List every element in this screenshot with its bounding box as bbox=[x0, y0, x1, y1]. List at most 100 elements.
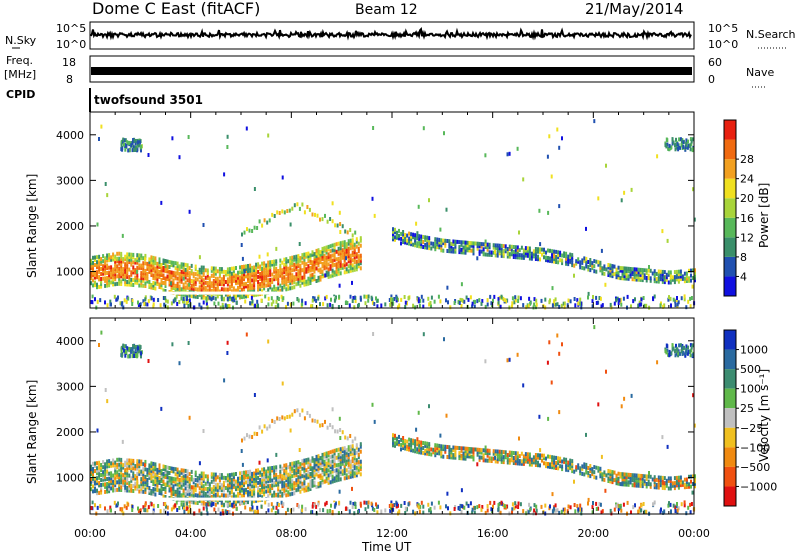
power-cell bbox=[311, 265, 314, 270]
power-cell bbox=[617, 301, 620, 306]
power-cell bbox=[118, 271, 121, 276]
velocity-cell bbox=[444, 449, 447, 454]
power-cell bbox=[251, 293, 254, 298]
velocity-cell bbox=[146, 480, 149, 485]
velocity-cell bbox=[206, 494, 209, 499]
velocity-cell bbox=[645, 484, 648, 489]
velocity-cell bbox=[638, 506, 641, 511]
velocity-cell bbox=[259, 470, 262, 475]
velocity-cell bbox=[194, 483, 197, 488]
velocity-cell bbox=[226, 351, 229, 355]
power-cell bbox=[508, 244, 511, 249]
velocity-cell bbox=[319, 456, 322, 461]
power-cell bbox=[293, 280, 296, 285]
velocity-cell bbox=[567, 504, 570, 509]
colorbar-tick-label: 24 bbox=[740, 173, 754, 186]
velocity-cell bbox=[293, 483, 296, 488]
velocity-cell bbox=[506, 358, 509, 363]
velocity-cell bbox=[275, 505, 278, 510]
power-cell bbox=[131, 148, 134, 153]
velocity-cell bbox=[311, 458, 314, 463]
velocity-cell bbox=[592, 501, 594, 505]
power-cell bbox=[126, 252, 129, 257]
velocity-cell bbox=[438, 451, 441, 456]
freq-frame bbox=[89, 55, 695, 83]
power-cell bbox=[114, 272, 117, 277]
power-cell bbox=[241, 295, 243, 300]
velocity-cell bbox=[694, 479, 696, 484]
power-cell bbox=[137, 143, 140, 148]
velocity-cell bbox=[235, 499, 237, 504]
velocity-cell bbox=[601, 472, 604, 477]
velocity-cell bbox=[92, 479, 94, 484]
power-cell bbox=[685, 143, 688, 148]
power-cell bbox=[438, 245, 441, 250]
velocity-cell bbox=[285, 475, 288, 480]
velocity-cell bbox=[323, 472, 326, 477]
power-cell bbox=[446, 249, 449, 253]
velocity-cell bbox=[690, 484, 692, 489]
velocity-cell bbox=[251, 499, 254, 504]
power-cell bbox=[637, 277, 640, 282]
velocity-cell bbox=[255, 510, 258, 515]
power-cbar-label: Power [dB] bbox=[757, 183, 771, 248]
power-cell bbox=[222, 279, 225, 284]
velocity-cell bbox=[239, 500, 242, 505]
cpid-label: CPID bbox=[6, 88, 35, 101]
velocity-cell bbox=[148, 488, 151, 493]
velocity-cell bbox=[277, 503, 280, 507]
power-cell bbox=[396, 235, 398, 240]
velocity-cell bbox=[671, 481, 674, 486]
velocity-cell bbox=[112, 461, 115, 465]
power-cell bbox=[691, 137, 694, 142]
velocity-cell bbox=[220, 483, 223, 488]
velocity-cell bbox=[500, 449, 503, 454]
velocity-cell bbox=[641, 479, 644, 484]
velocity-cell bbox=[325, 456, 328, 461]
velocity-cell bbox=[96, 491, 98, 496]
velocity-cell bbox=[138, 471, 141, 476]
velocity-cell bbox=[557, 461, 560, 466]
power-cell bbox=[277, 271, 280, 276]
velocity-cell bbox=[261, 475, 264, 480]
velocity-cell bbox=[100, 330, 103, 335]
velocity-cell bbox=[323, 469, 326, 474]
velocity-cell bbox=[597, 466, 600, 471]
velocity-cell bbox=[514, 451, 517, 456]
velocity-cell bbox=[283, 486, 286, 491]
velocity-cell bbox=[589, 469, 592, 474]
power-cell bbox=[690, 296, 693, 300]
velocity-cell bbox=[498, 454, 501, 459]
power-cell bbox=[261, 271, 264, 276]
velocity-cell bbox=[202, 491, 205, 496]
power-cell bbox=[323, 253, 326, 258]
power-cell bbox=[295, 259, 298, 264]
power-cell bbox=[160, 268, 163, 272]
power-cell bbox=[414, 233, 417, 238]
power-cell bbox=[597, 300, 600, 305]
power-cell bbox=[347, 251, 350, 256]
power-cell bbox=[275, 274, 278, 279]
power-cell bbox=[674, 143, 676, 148]
velocity-cell bbox=[319, 463, 322, 468]
power-cell bbox=[293, 267, 296, 272]
velocity-cell bbox=[396, 439, 398, 444]
power-cell bbox=[468, 241, 471, 245]
power-cell bbox=[339, 261, 342, 266]
power-cell bbox=[414, 305, 417, 310]
power-cell bbox=[178, 266, 181, 271]
power-cell bbox=[286, 209, 289, 213]
power-cell bbox=[158, 259, 161, 264]
velocity-cell bbox=[241, 462, 244, 467]
velocity-cell bbox=[603, 470, 606, 475]
power-cell bbox=[351, 238, 354, 243]
velocity-cell bbox=[645, 476, 648, 481]
power-cell bbox=[335, 272, 338, 277]
power-cell bbox=[134, 258, 137, 263]
power-cell bbox=[313, 267, 316, 272]
power-cell bbox=[575, 259, 578, 264]
power-cell bbox=[305, 267, 308, 272]
nsearch-label: N.Search bbox=[746, 28, 796, 41]
power-cell bbox=[186, 285, 189, 290]
power-cell bbox=[112, 252, 115, 257]
